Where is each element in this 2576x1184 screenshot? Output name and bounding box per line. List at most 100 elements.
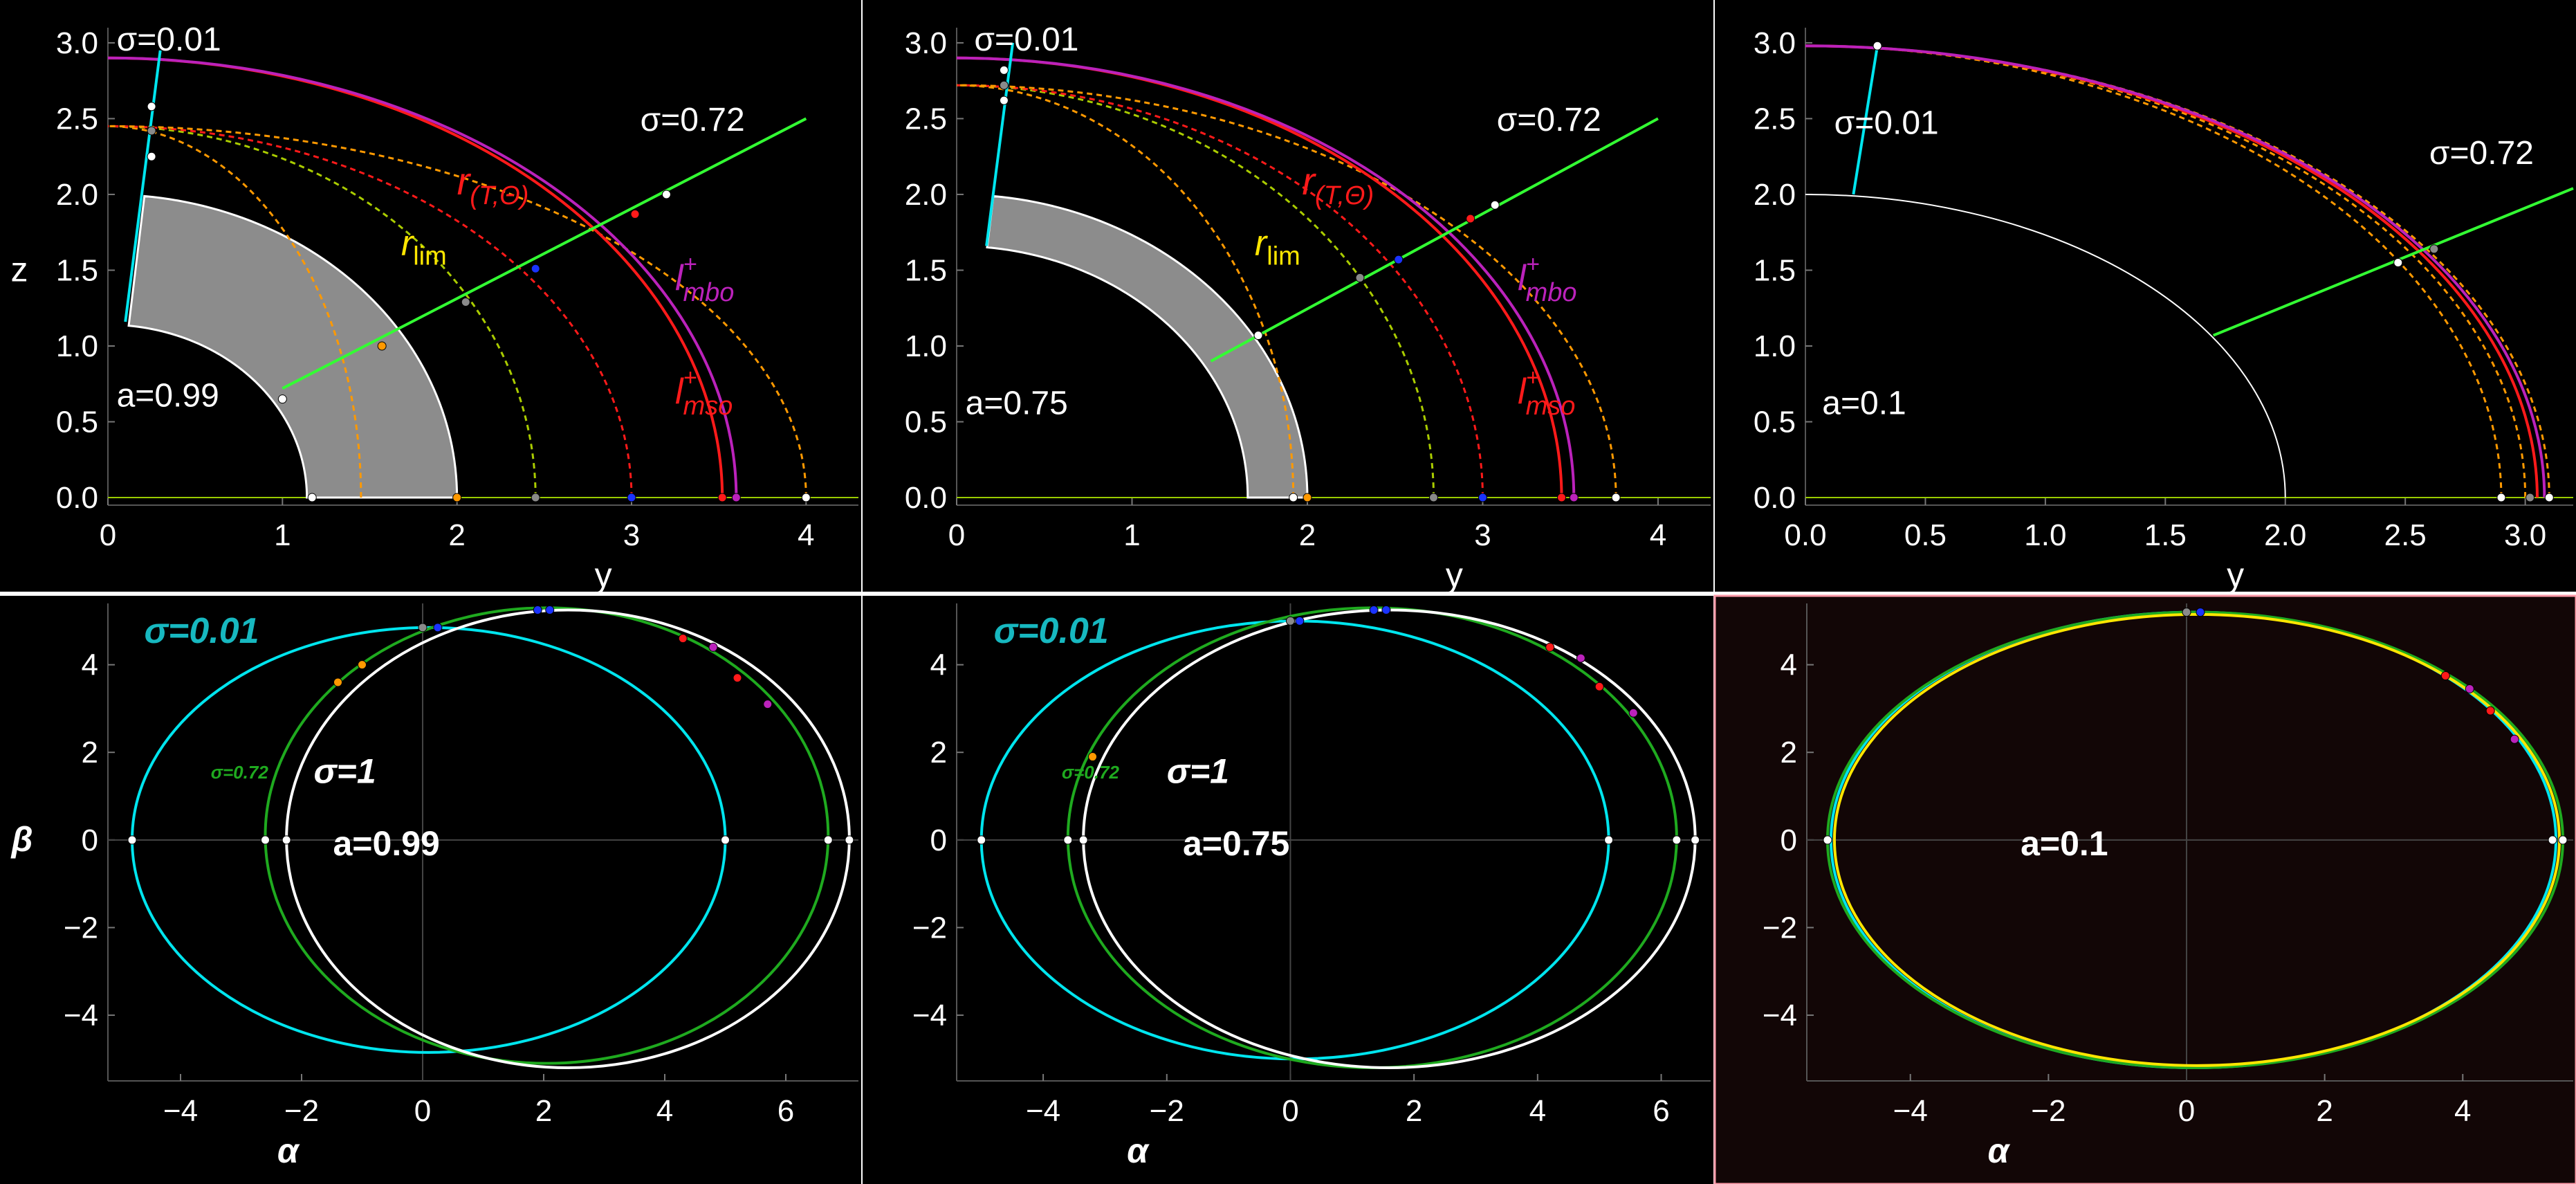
annotation-a: a=0.99 — [333, 824, 440, 863]
x-tick-label: 1.5 — [2144, 518, 2187, 552]
arc-0 — [107, 125, 362, 498]
x-tick-label: 0 — [414, 1094, 431, 1128]
x-tick-label: −2 — [1150, 1094, 1184, 1128]
marker-2 — [1078, 835, 1088, 845]
marker-13 — [708, 642, 718, 652]
marker-0 — [1823, 835, 1832, 845]
y-tick-label: 0.0 — [905, 481, 947, 515]
marker-0 — [127, 835, 137, 845]
x-tick-label: 2.0 — [2264, 518, 2306, 552]
arc-1 — [956, 84, 1435, 498]
x-tick-label: −4 — [1893, 1094, 1928, 1128]
label-rlim: rlim — [401, 224, 447, 271]
marker-13 — [147, 152, 156, 161]
marker-8 — [1295, 616, 1305, 626]
marker-9 — [1394, 255, 1404, 264]
marker-13 — [1594, 682, 1604, 691]
panel-background — [1715, 0, 2576, 592]
marker-6 — [1611, 493, 1621, 502]
marker-15 — [763, 700, 773, 709]
marker-12 — [661, 190, 671, 199]
y-tick-label: 3.0 — [1754, 26, 1796, 60]
label-rlim: rlim — [1255, 224, 1300, 271]
label-mso: l+ mso — [675, 365, 733, 421]
label-rTtheta: r(T,Θ) — [457, 159, 529, 210]
arc-3 — [956, 84, 1617, 498]
y-tick-label: 0.5 — [56, 406, 98, 439]
x-tick-label: 4 — [1650, 518, 1666, 552]
x-tick-label: 1 — [1123, 518, 1140, 552]
x-axis-label: α — [277, 1131, 300, 1170]
y-tick-label: 4 — [1781, 648, 1797, 682]
marker-4 — [1557, 493, 1567, 502]
marker-8 — [1355, 273, 1365, 282]
marker-6 — [801, 493, 811, 502]
marker-9 — [1369, 605, 1379, 614]
annotation-sigma-low: σ=0.01 — [994, 611, 1109, 651]
marker-12 — [1576, 653, 1585, 663]
marker-14 — [147, 126, 156, 136]
marker-3 — [2182, 608, 2191, 617]
x-tick-label: 4 — [798, 518, 814, 552]
y-tick-label: 0.0 — [56, 481, 98, 515]
panel-bottom-left: −4 −2 0 2 4 6 −4 −2 0 2 4 α β a=0.99 σ=0.01 σ=0.72 σ=1 — [0, 596, 861, 1184]
shaded-region — [127, 194, 459, 499]
arc-2 — [956, 84, 1484, 498]
y-tick-label: −4 — [912, 999, 947, 1032]
x-tick-label: 2 — [1406, 1094, 1422, 1128]
panel-bottom-right: −4 −2 0 2 4 −4 −2 0 2 4 α a=0.1 — [1713, 594, 2576, 1184]
marker-2 — [282, 835, 291, 845]
x-tick-label: 4 — [1529, 1094, 1546, 1128]
annotation-sigma-high: σ=0.72 — [641, 102, 745, 138]
annotation-sigma-low: σ=0.01 — [117, 21, 221, 58]
annotation-a: a=0.99 — [117, 378, 219, 415]
panel-top-middle: 0 1 2 3 4 0.0 0.5 1.0 1.5 2.0 2.5 3.0 y a=0.75 σ=0.01 σ… — [863, 0, 1713, 594]
marker-10 — [531, 264, 540, 273]
x-axis-label: α — [1127, 1131, 1150, 1170]
y-tick-label: 0.0 — [1754, 481, 1796, 515]
x-tick-label: 0.0 — [1784, 518, 1826, 552]
marker-4 — [2429, 244, 2439, 254]
marker-1 — [1303, 493, 1312, 502]
y-tick-label: 2 — [1781, 736, 1797, 769]
marker-8 — [377, 341, 387, 351]
marker-3 — [2393, 258, 2403, 268]
marker-14 — [1628, 708, 1638, 718]
annotation-sigma-low: σ=0.01 — [974, 21, 1078, 58]
x-tick-label: 0 — [2178, 1094, 2195, 1128]
annotation-a: a=0.1 — [1822, 385, 1906, 422]
marker-12 — [678, 634, 688, 644]
x-tick-label: −4 — [1026, 1094, 1060, 1128]
y-tick-label: 1.5 — [905, 253, 947, 287]
x-tick-label: 0.5 — [1904, 518, 1947, 552]
horizon-arc — [1805, 193, 2286, 498]
marker-6 — [1088, 752, 1098, 762]
marker-0 — [307, 493, 317, 502]
ray-0 — [124, 50, 162, 322]
x-axis-label: y — [595, 556, 612, 594]
marker-4 — [823, 835, 833, 845]
y-tick-label: −2 — [912, 911, 947, 945]
marker-4 — [2196, 608, 2205, 617]
x-axis-label: y — [1446, 556, 1463, 594]
x-tick-label: 0 — [100, 518, 116, 552]
marker-5 — [731, 493, 741, 502]
marker-1 — [2526, 493, 2535, 502]
panel-background — [1713, 594, 2576, 1184]
marker-6 — [333, 677, 342, 687]
annotation-sigma-low: σ=0.01 — [1834, 104, 1939, 141]
marker-4 — [717, 493, 727, 502]
marker-1 — [1063, 835, 1073, 845]
y-tick-label: 1.0 — [905, 329, 947, 363]
y-tick-label: 2 — [82, 736, 98, 769]
x-tick-label: 4 — [656, 1094, 673, 1128]
x-tick-label: 0 — [948, 518, 965, 552]
marker-8 — [2510, 734, 2519, 744]
marker-6 — [2465, 684, 2474, 693]
label-mso: l+ mso — [1518, 365, 1575, 421]
y-tick-label: 3.0 — [905, 26, 947, 60]
annotation-sigma-low: σ=0.01 — [145, 611, 259, 651]
marker-11 — [1545, 642, 1555, 652]
marker-5 — [1873, 41, 1882, 51]
